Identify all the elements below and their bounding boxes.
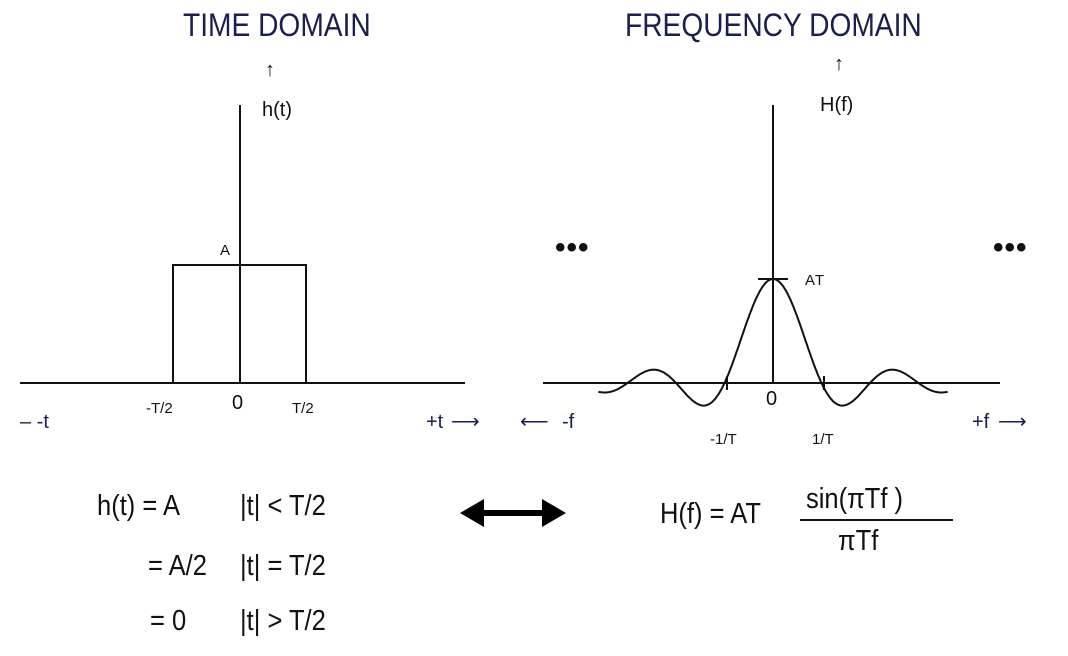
frequency-domain-title: FREQUENCY DOMAIN (625, 7, 922, 43)
ellipsis-right: ••• (993, 231, 1028, 264)
freq-eq-numerator: sin(πTf ) (806, 483, 904, 515)
time-y-label: h(t) (262, 99, 292, 121)
tick-neg-half-t: -T/2 (146, 400, 173, 417)
tick-pos-one-over-t: 1/T (812, 431, 834, 448)
tick-neg-one-over-t: -1/T (710, 431, 737, 448)
time-axis-pos-arrow: ⟶ (451, 411, 480, 433)
eq-line-3-condition: |t| > T/2 (240, 605, 326, 637)
eq-line-1-condition: |t| < T/2 (240, 490, 326, 522)
freq-axis-pos-arrow: ⟶ (998, 411, 1027, 433)
eq-line-3-lhs: = 0 (150, 605, 187, 637)
eq-line-2-condition: |t| = T/2 (240, 550, 326, 582)
freq-axis-neg-arrow: ⟵ (520, 411, 549, 433)
transform-pair-arrow (460, 499, 566, 527)
sinc-curve (598, 277, 948, 407)
peak-label: AT (805, 272, 826, 289)
rect-pulse (172, 264, 307, 383)
time-axis-pos-label: +t (426, 411, 444, 433)
time-up-arrow: ↑ (265, 59, 275, 81)
eq-line-2-lhs: = A/2 (148, 550, 207, 582)
time-origin-label: 0 (232, 392, 244, 414)
freq-y-label: H(f) (820, 94, 854, 116)
freq-axis-pos-label: +f (972, 411, 990, 433)
freq-origin-label: 0 (766, 388, 778, 410)
amplitude-label: A (220, 242, 231, 259)
freq-eq-lhs: H(f) = AT (660, 498, 761, 530)
time-domain-title: TIME DOMAIN (183, 7, 371, 43)
eq-line-1-lhs: h(t) = A (97, 490, 180, 522)
freq-axis-neg-label: -f (562, 411, 575, 433)
time-axis-neg-label: – -t (20, 411, 49, 433)
freq-up-arrow: ↑ (834, 53, 844, 75)
tick-pos-half-t: T/2 (292, 400, 314, 417)
freq-eq-denominator: πTf (838, 525, 879, 557)
ellipsis-left: ••• (555, 231, 590, 264)
